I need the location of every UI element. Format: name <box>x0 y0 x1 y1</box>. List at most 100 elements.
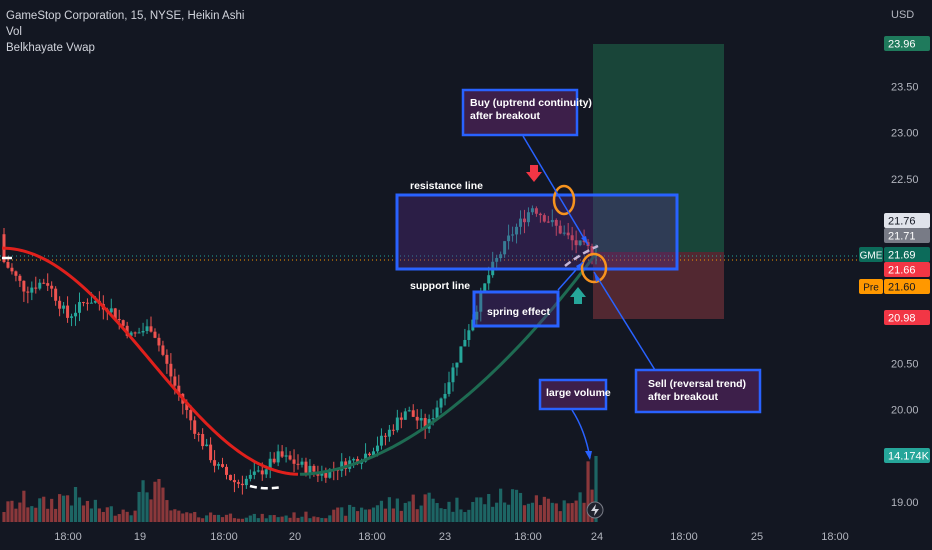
badge-bg-3 <box>884 247 930 262</box>
candle-body <box>22 280 26 292</box>
sell-highlight-circle <box>580 252 608 284</box>
badge-bg-0 <box>884 36 930 51</box>
volume-bar <box>363 509 368 522</box>
candle-body <box>6 262 10 268</box>
candle-body <box>14 271 18 276</box>
candle-body <box>558 225 562 234</box>
time-label-2: 18:00 <box>210 531 238 543</box>
candle-body <box>415 416 419 421</box>
volume-bar <box>292 512 296 522</box>
price-tick-0: 23.50 <box>891 81 919 93</box>
chart-legend: GameStop Corporation, 15, NYSE, Heikin A… <box>6 8 244 56</box>
candle-body <box>272 458 276 463</box>
candle-body <box>538 213 542 216</box>
candles <box>2 205 598 495</box>
candle-body <box>379 435 383 446</box>
candle-body <box>419 418 423 421</box>
volume-bar <box>50 498 54 522</box>
volume-bar <box>133 510 137 522</box>
volume-bar <box>510 489 515 522</box>
volume-bar <box>201 518 205 522</box>
volume-bar <box>503 502 507 522</box>
support-label: support line <box>410 280 471 292</box>
volume-bar <box>463 512 467 522</box>
spring-effect-box <box>472 290 560 328</box>
volume-bar <box>340 507 344 522</box>
candle-body <box>324 473 328 478</box>
volume-bar <box>224 514 229 522</box>
volume-bar <box>352 506 356 522</box>
badge-bg-5 <box>884 279 930 294</box>
candle-body <box>463 339 467 347</box>
volume-bar <box>117 514 121 522</box>
volume-bar <box>260 513 264 522</box>
volume-bar <box>594 456 598 522</box>
price-badges: 23.96 21.76 21.71 GME 21.69 21.66 Pre 21.60 20.9… <box>859 36 930 463</box>
volume-bar <box>54 508 58 522</box>
candle-body <box>236 482 240 484</box>
volume-bar <box>153 481 157 522</box>
time-label-1: 19 <box>134 531 146 543</box>
volume-bar <box>514 489 519 522</box>
candle-body <box>137 332 141 334</box>
candle-body <box>459 346 463 363</box>
candle-body <box>284 455 288 457</box>
volume-bar <box>34 507 38 522</box>
volume-bar <box>173 509 177 522</box>
candle-body <box>177 385 181 394</box>
volume-indicator-label[interactable]: Vol <box>6 26 22 38</box>
candle-body <box>483 283 487 292</box>
candle-body <box>320 473 324 476</box>
volume-bar <box>264 518 268 522</box>
candle-body <box>308 465 312 473</box>
candle-body <box>526 212 530 223</box>
candle-body <box>364 453 368 462</box>
volume-bar <box>558 511 562 522</box>
sell-note-line1: Sell (reversal trend) <box>648 378 747 390</box>
badge-tag-bg-5 <box>859 279 883 294</box>
candle-body <box>10 267 14 272</box>
volume-bar <box>42 496 46 522</box>
vwap-line-up <box>299 252 598 476</box>
buy-arrowhead <box>581 236 588 245</box>
volume-bar <box>423 494 427 522</box>
volume-bar <box>407 501 411 522</box>
volume-bar <box>2 512 6 522</box>
volume-bar <box>73 486 78 522</box>
volume-bar <box>181 513 185 522</box>
vwap-white-segment-1 <box>249 484 283 490</box>
candle-body <box>197 433 201 435</box>
candle-body <box>193 420 197 434</box>
candle-body <box>443 393 447 399</box>
candle-body <box>161 345 165 355</box>
candle-body <box>113 308 117 320</box>
volume-bar <box>542 496 546 522</box>
time-label-8: 18:00 <box>670 531 698 543</box>
candle-body <box>300 461 304 465</box>
candle-body <box>205 444 209 447</box>
volume-bar <box>554 503 558 522</box>
volume-bar <box>244 517 248 522</box>
candle-body <box>455 362 459 368</box>
buy-note-line2: after breakout <box>470 110 541 122</box>
symbol-title[interactable]: GameStop Corporation, 15, NYSE, Heikin A… <box>6 10 245 22</box>
candle-body <box>213 460 217 466</box>
vwap-indicator-label[interactable]: Belkhayate Vwap <box>6 42 95 54</box>
time-axis-panel[interactable] <box>0 522 932 550</box>
candle-body <box>372 451 376 456</box>
volume-bar <box>284 515 288 522</box>
volume-bar <box>65 495 70 522</box>
volume-bar <box>137 491 141 522</box>
volume-bar <box>165 500 169 522</box>
sell-signal-arrow-icon <box>526 165 542 182</box>
time-label-6: 18:00 <box>514 531 542 543</box>
volume-bar <box>228 513 233 522</box>
price-badge-3: 21.69 <box>888 250 916 262</box>
price-badge-2: 21.71 <box>888 231 916 243</box>
volume-bar <box>38 498 42 522</box>
volume-bar <box>491 506 495 522</box>
volume-bar <box>10 500 14 522</box>
candle-body <box>248 474 252 479</box>
volume-note-box <box>538 378 608 411</box>
